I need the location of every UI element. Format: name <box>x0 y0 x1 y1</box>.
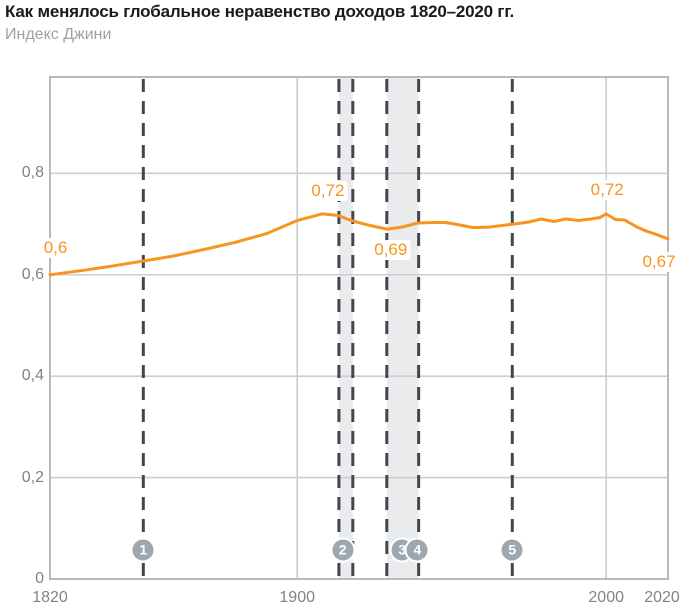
y-tick-label: 0,4 <box>21 367 44 385</box>
data-label: 0,69 <box>371 240 411 261</box>
event-marker-1[interactable]: 1 <box>130 537 156 562</box>
chart-subtitle: Индекс Джини <box>5 26 112 43</box>
x-tick-label: 2020 <box>644 589 680 606</box>
x-tick-label: 2000 <box>588 589 624 606</box>
y-tick-label: 0,2 <box>21 468 44 486</box>
x-tick-label: 1900 <box>279 589 315 606</box>
chart-title: Как менялось глобальное неравенство дохо… <box>5 2 515 21</box>
period-band-2 <box>386 77 419 579</box>
data-label: 0,67 <box>639 251 679 272</box>
data-label: 0,72 <box>587 179 627 200</box>
period-band-1 <box>338 77 353 579</box>
plot-border <box>49 76 669 580</box>
x-tick-label: 1820 <box>32 589 68 606</box>
event-marker-5[interactable]: 5 <box>499 537 525 562</box>
data-label: 0,6 <box>40 237 71 258</box>
data-label: 0,72 <box>308 180 348 201</box>
y-tick-label: 0,8 <box>21 164 44 182</box>
gini-line <box>48 212 670 277</box>
y-tick-label: 0 <box>35 570 44 587</box>
y-tick-label: 0,6 <box>21 265 44 283</box>
event-marker-4[interactable]: 4 <box>404 537 430 562</box>
event-marker-2[interactable]: 2 <box>330 537 356 562</box>
